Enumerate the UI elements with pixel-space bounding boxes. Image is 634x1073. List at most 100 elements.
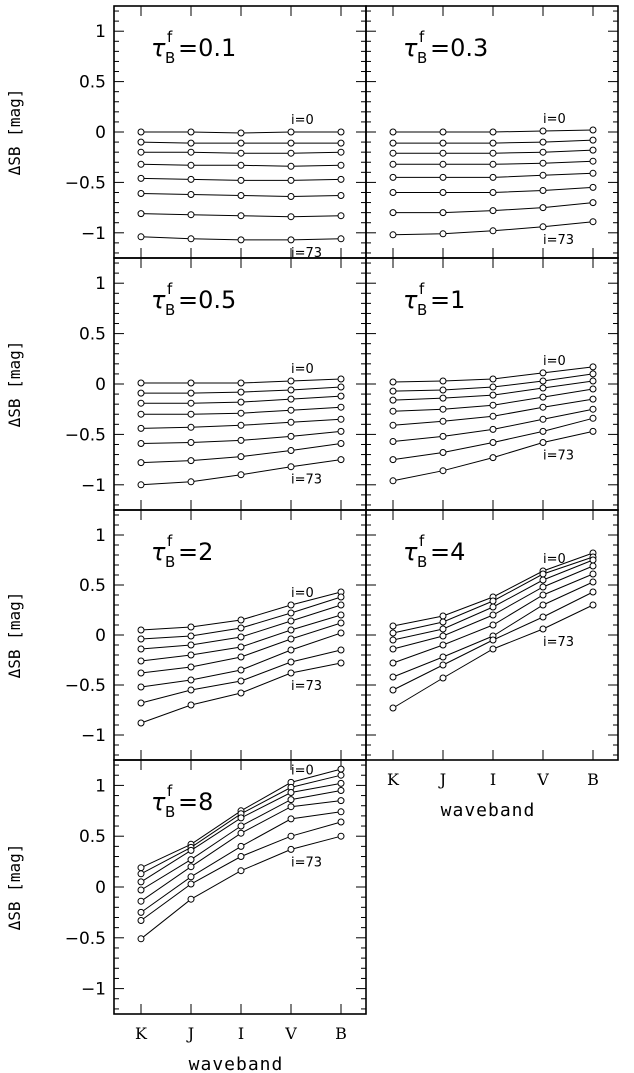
data-point bbox=[539, 613, 547, 621]
data-point bbox=[337, 403, 345, 411]
data-point bbox=[187, 856, 195, 864]
x-tick-label: B bbox=[587, 770, 599, 789]
data-point bbox=[489, 454, 497, 462]
data-point bbox=[439, 230, 447, 238]
data-point bbox=[237, 653, 245, 661]
data-point bbox=[137, 210, 145, 218]
panel-title-tau: τ bbox=[151, 788, 166, 816]
data-point bbox=[539, 625, 547, 633]
data-point bbox=[589, 136, 597, 144]
data-point bbox=[337, 456, 345, 464]
data-point bbox=[589, 157, 597, 165]
data-point bbox=[187, 410, 195, 418]
data-point bbox=[287, 377, 295, 385]
data-point bbox=[489, 375, 497, 383]
data-point bbox=[389, 378, 397, 386]
data-point bbox=[337, 619, 345, 627]
x-tick-label: K bbox=[387, 770, 400, 789]
x-axis-label: waveband bbox=[441, 800, 536, 821]
data-point bbox=[137, 128, 145, 136]
data-point bbox=[237, 436, 245, 444]
data-point bbox=[187, 863, 195, 871]
data-point bbox=[439, 467, 447, 475]
data-point bbox=[287, 601, 295, 609]
data-point bbox=[489, 149, 497, 157]
data-point bbox=[137, 699, 145, 707]
annotation-i0: i=0 bbox=[543, 354, 566, 369]
data-point bbox=[137, 424, 145, 432]
data-point bbox=[539, 204, 547, 212]
y-tick-label: −0.5 bbox=[65, 425, 106, 445]
panel-title-sup: f bbox=[419, 280, 425, 298]
data-point bbox=[337, 139, 345, 147]
x-tick-label: I bbox=[490, 770, 496, 789]
data-point bbox=[439, 625, 447, 633]
data-point bbox=[337, 611, 345, 619]
data-point bbox=[187, 651, 195, 659]
y-tick-label: 1 bbox=[95, 526, 106, 546]
data-point bbox=[489, 412, 497, 420]
data-point bbox=[337, 383, 345, 391]
data-point bbox=[337, 440, 345, 447]
y-axis-label: ΔSB [mag] bbox=[5, 844, 24, 931]
data-point bbox=[489, 391, 497, 399]
data-point bbox=[439, 377, 447, 385]
panel-title-sub: B bbox=[165, 301, 175, 319]
x-tick-label: V bbox=[284, 1024, 297, 1043]
annotation-i0: i=0 bbox=[291, 113, 314, 128]
y-tick-label: 1 bbox=[95, 776, 106, 796]
data-point bbox=[237, 677, 245, 685]
data-point bbox=[539, 171, 547, 179]
data-point bbox=[137, 897, 145, 905]
data-point bbox=[337, 832, 345, 840]
panel-title-tau: τ bbox=[151, 34, 166, 62]
data-point bbox=[337, 779, 345, 787]
data-point bbox=[237, 192, 245, 199]
data-point bbox=[589, 414, 597, 422]
data-point bbox=[237, 453, 245, 461]
data-point bbox=[589, 169, 597, 177]
data-point bbox=[489, 611, 497, 619]
data-point bbox=[589, 588, 597, 596]
data-point bbox=[187, 235, 195, 243]
data-point bbox=[539, 223, 547, 231]
data-point bbox=[187, 161, 195, 169]
data-point bbox=[187, 191, 195, 198]
data-point bbox=[337, 415, 345, 423]
data-point bbox=[439, 417, 447, 425]
data-point bbox=[287, 418, 295, 426]
data-point bbox=[237, 829, 245, 837]
data-point bbox=[439, 405, 447, 413]
panel-title-value: =8 bbox=[178, 788, 213, 816]
panel-title-sup: f bbox=[419, 28, 425, 46]
x-tick-label: I bbox=[238, 1024, 244, 1043]
data-point bbox=[589, 601, 597, 609]
data-point bbox=[187, 128, 195, 136]
y-tick-label: 1 bbox=[95, 22, 106, 42]
data-point bbox=[337, 593, 345, 601]
data-point bbox=[389, 629, 397, 637]
data-point bbox=[539, 148, 547, 156]
data-point bbox=[539, 415, 547, 423]
data-point bbox=[439, 653, 447, 661]
data-point bbox=[389, 673, 397, 681]
data-point bbox=[389, 407, 397, 415]
data-point bbox=[439, 128, 447, 136]
panel-title-sub: B bbox=[165, 803, 175, 821]
data-point bbox=[337, 212, 345, 220]
data-point bbox=[489, 425, 497, 433]
data-point bbox=[337, 818, 345, 826]
data-point bbox=[389, 636, 397, 644]
data-point bbox=[137, 683, 145, 691]
data-point bbox=[389, 645, 397, 653]
data-point bbox=[389, 209, 397, 217]
data-point bbox=[187, 457, 195, 465]
data-point bbox=[489, 621, 497, 629]
x-tick-label: K bbox=[135, 1024, 148, 1043]
data-point bbox=[137, 878, 145, 886]
data-point bbox=[389, 704, 397, 712]
annotation-i73: i=73 bbox=[291, 679, 322, 694]
data-point bbox=[237, 161, 245, 169]
data-point bbox=[287, 395, 295, 403]
data-point bbox=[237, 633, 245, 641]
